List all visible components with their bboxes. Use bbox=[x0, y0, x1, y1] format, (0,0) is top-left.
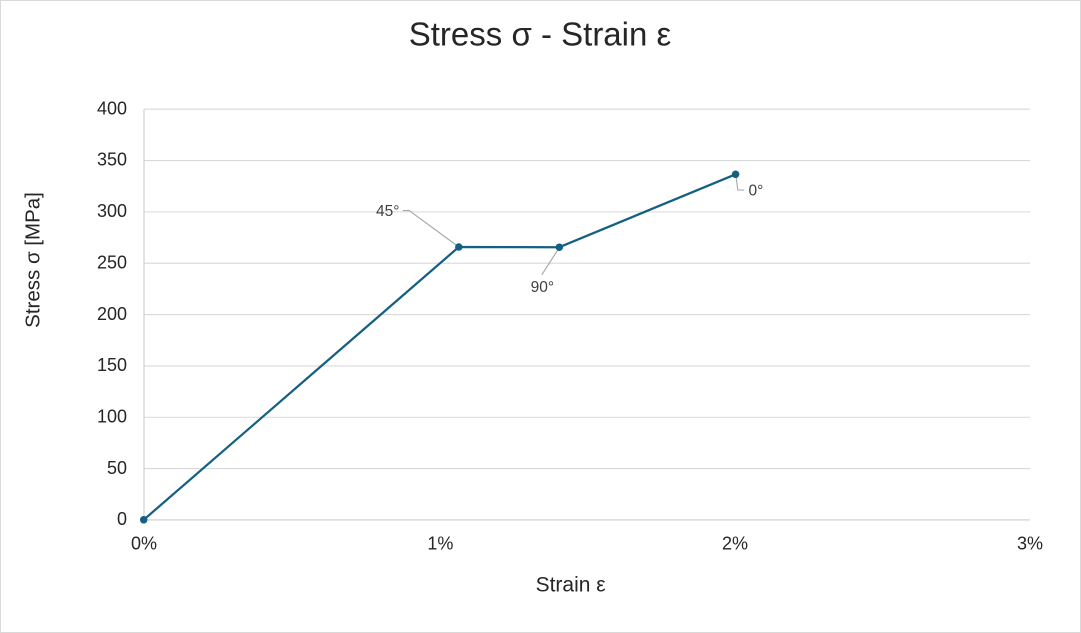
svg-text:100: 100 bbox=[97, 406, 127, 426]
svg-text:Stress σ [MPa]: Stress σ [MPa] bbox=[22, 192, 45, 328]
svg-text:90°: 90° bbox=[531, 279, 554, 296]
svg-text:250: 250 bbox=[97, 252, 127, 272]
svg-text:45°: 45° bbox=[376, 203, 399, 220]
svg-text:350: 350 bbox=[97, 150, 127, 170]
svg-text:200: 200 bbox=[97, 304, 127, 324]
svg-text:0: 0 bbox=[117, 509, 127, 529]
svg-text:Strain ε: Strain ε bbox=[536, 573, 606, 596]
svg-text:400: 400 bbox=[97, 98, 127, 118]
svg-text:150: 150 bbox=[97, 355, 127, 375]
svg-text:Stress σ - Strain ε: Stress σ - Strain ε bbox=[409, 15, 672, 52]
svg-text:300: 300 bbox=[97, 201, 127, 221]
svg-text:0%: 0% bbox=[131, 533, 157, 553]
svg-text:50: 50 bbox=[107, 458, 127, 478]
svg-text:1%: 1% bbox=[427, 533, 453, 553]
svg-text:3%: 3% bbox=[1017, 533, 1043, 553]
svg-text:2%: 2% bbox=[722, 533, 748, 553]
svg-text:0°: 0° bbox=[749, 183, 764, 200]
